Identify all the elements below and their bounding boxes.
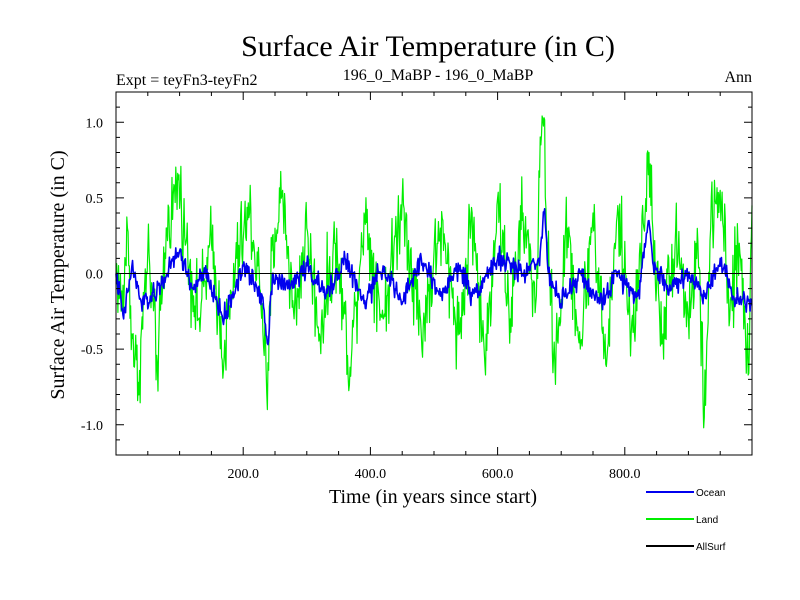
chart-title: Surface Air Temperature (in C)	[241, 30, 615, 63]
x-tick-label: 600.0	[482, 467, 514, 482]
y-tick-labels: -1.0 -0.5 0.0 0.5 1.0	[81, 116, 103, 434]
x-tick-label: 400.0	[355, 467, 387, 482]
series-line-ocean	[115, 208, 753, 346]
experiment-label: Expt = teyFn3-teyFn2	[116, 72, 257, 89]
series-layer	[115, 115, 753, 429]
y-axis-label: Surface Air Temperature (in C)	[47, 150, 69, 399]
axis-ticks	[115, 91, 753, 456]
legend-label-ocean: Ocean	[696, 488, 725, 499]
y-tick-label: 1.0	[86, 116, 104, 131]
period-label: 196_0_MaBP - 196_0_MaBP	[343, 67, 534, 84]
y-tick-label: -1.0	[81, 419, 103, 434]
x-tick-labels: 200.0 400.0 600.0 800.0	[227, 467, 640, 482]
x-tick-label: 200.0	[227, 467, 259, 482]
y-tick-label: 0.5	[86, 192, 104, 207]
y-tick-label: 0.0	[86, 268, 104, 283]
y-tick-label: -0.5	[81, 343, 103, 358]
x-tick-label: 800.0	[609, 467, 641, 482]
legend-entry-allsurf: AllSurf	[646, 542, 726, 553]
season-label: Ann	[724, 69, 752, 86]
plot-area	[115, 91, 753, 456]
legend-entry-ocean: Ocean	[646, 488, 725, 499]
series-line-land	[115, 115, 753, 429]
legend: Ocean Land AllSurf	[646, 488, 726, 553]
plot-frame	[115, 91, 753, 456]
x-axis-label: Time (in years since start)	[329, 486, 537, 508]
legend-label-land: Land	[696, 515, 718, 526]
legend-entry-land: Land	[646, 515, 718, 526]
legend-label-allsurf: AllSurf	[696, 542, 726, 553]
